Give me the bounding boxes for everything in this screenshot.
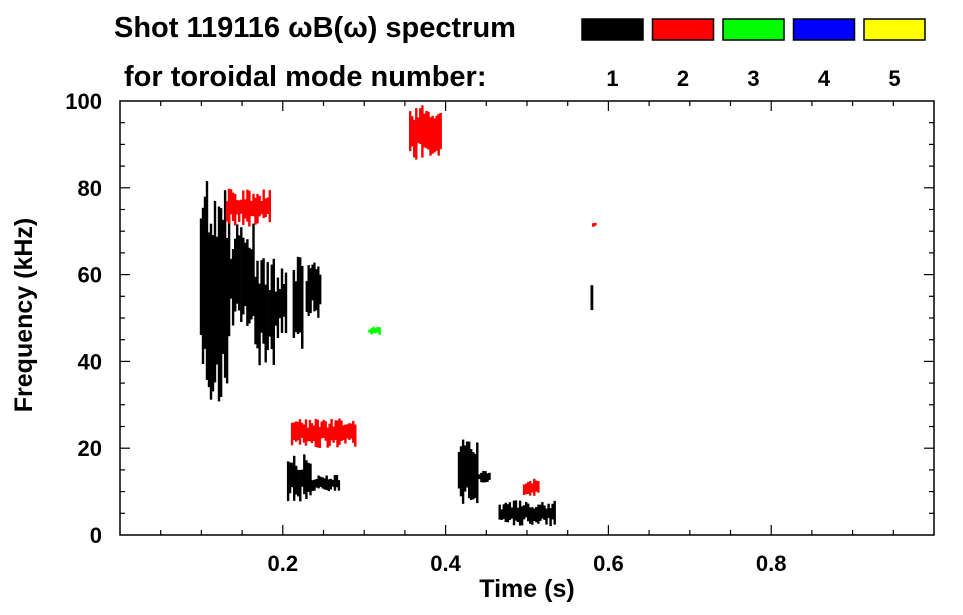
region-mode-1	[292, 256, 304, 349]
x-tick-label: 0.4	[430, 551, 461, 576]
y-tick-label: 20	[78, 436, 102, 461]
region-mode-2	[592, 222, 597, 227]
x-tick-label: 0.2	[268, 551, 299, 576]
region-mode-1	[286, 454, 312, 502]
legend-swatch-4	[792, 18, 856, 41]
y-tick-label: 80	[78, 176, 102, 201]
region-mode-2	[290, 418, 357, 448]
title-group: Shot 119116 ωB(ω) spectrum for toroidal …	[114, 12, 516, 93]
legend-swatch-3	[722, 18, 785, 41]
region-mode-1	[229, 223, 255, 326]
region-mode-1	[590, 285, 594, 311]
legend-label-2: 2	[677, 66, 689, 91]
chart-subtitle: for toroidal mode number:	[124, 61, 487, 93]
y-tick-label: 60	[78, 263, 102, 288]
region-mode-1	[305, 262, 322, 318]
legend-swatch-5	[863, 18, 926, 41]
legend-label-4: 4	[818, 66, 831, 91]
spectrum-regions	[199, 105, 597, 526]
legend-label-1: 1	[606, 66, 618, 91]
region-mode-1	[498, 500, 556, 526]
tick-labels: 0.2 0.4 0.6 0.8 0 20 40 60 80 100	[65, 89, 786, 576]
legend-swatch-1	[581, 18, 644, 41]
region-mode-1	[199, 181, 231, 402]
x-tick-label: 0.6	[593, 551, 624, 576]
region-mode-1	[274, 268, 288, 338]
legend-label-3: 3	[747, 66, 759, 91]
region-mode-2	[522, 478, 540, 496]
y-axis-label: Frequency (kHz)	[10, 218, 38, 412]
legend: 1 2 3 4 5	[581, 18, 926, 91]
x-tick-label: 0.8	[756, 551, 787, 576]
x-axis-label: Time (s)	[479, 575, 574, 603]
region-mode-1	[254, 258, 275, 366]
legend-label-5: 5	[888, 66, 900, 91]
region-mode-1	[457, 439, 479, 504]
y-tick-label: 0	[90, 523, 102, 548]
region-mode-2	[225, 188, 271, 227]
region-mode-2	[409, 105, 442, 160]
region-mode-1	[311, 475, 341, 492]
y-tick-label: 40	[78, 349, 102, 374]
region-mode-1	[478, 470, 491, 483]
chart-title: Shot 119116 ωB(ω) spectrum	[114, 12, 516, 44]
region-mode-3	[368, 326, 381, 335]
legend-swatch-2	[651, 18, 715, 41]
y-tick-label: 100	[65, 89, 102, 114]
axis-ticks	[120, 101, 934, 535]
